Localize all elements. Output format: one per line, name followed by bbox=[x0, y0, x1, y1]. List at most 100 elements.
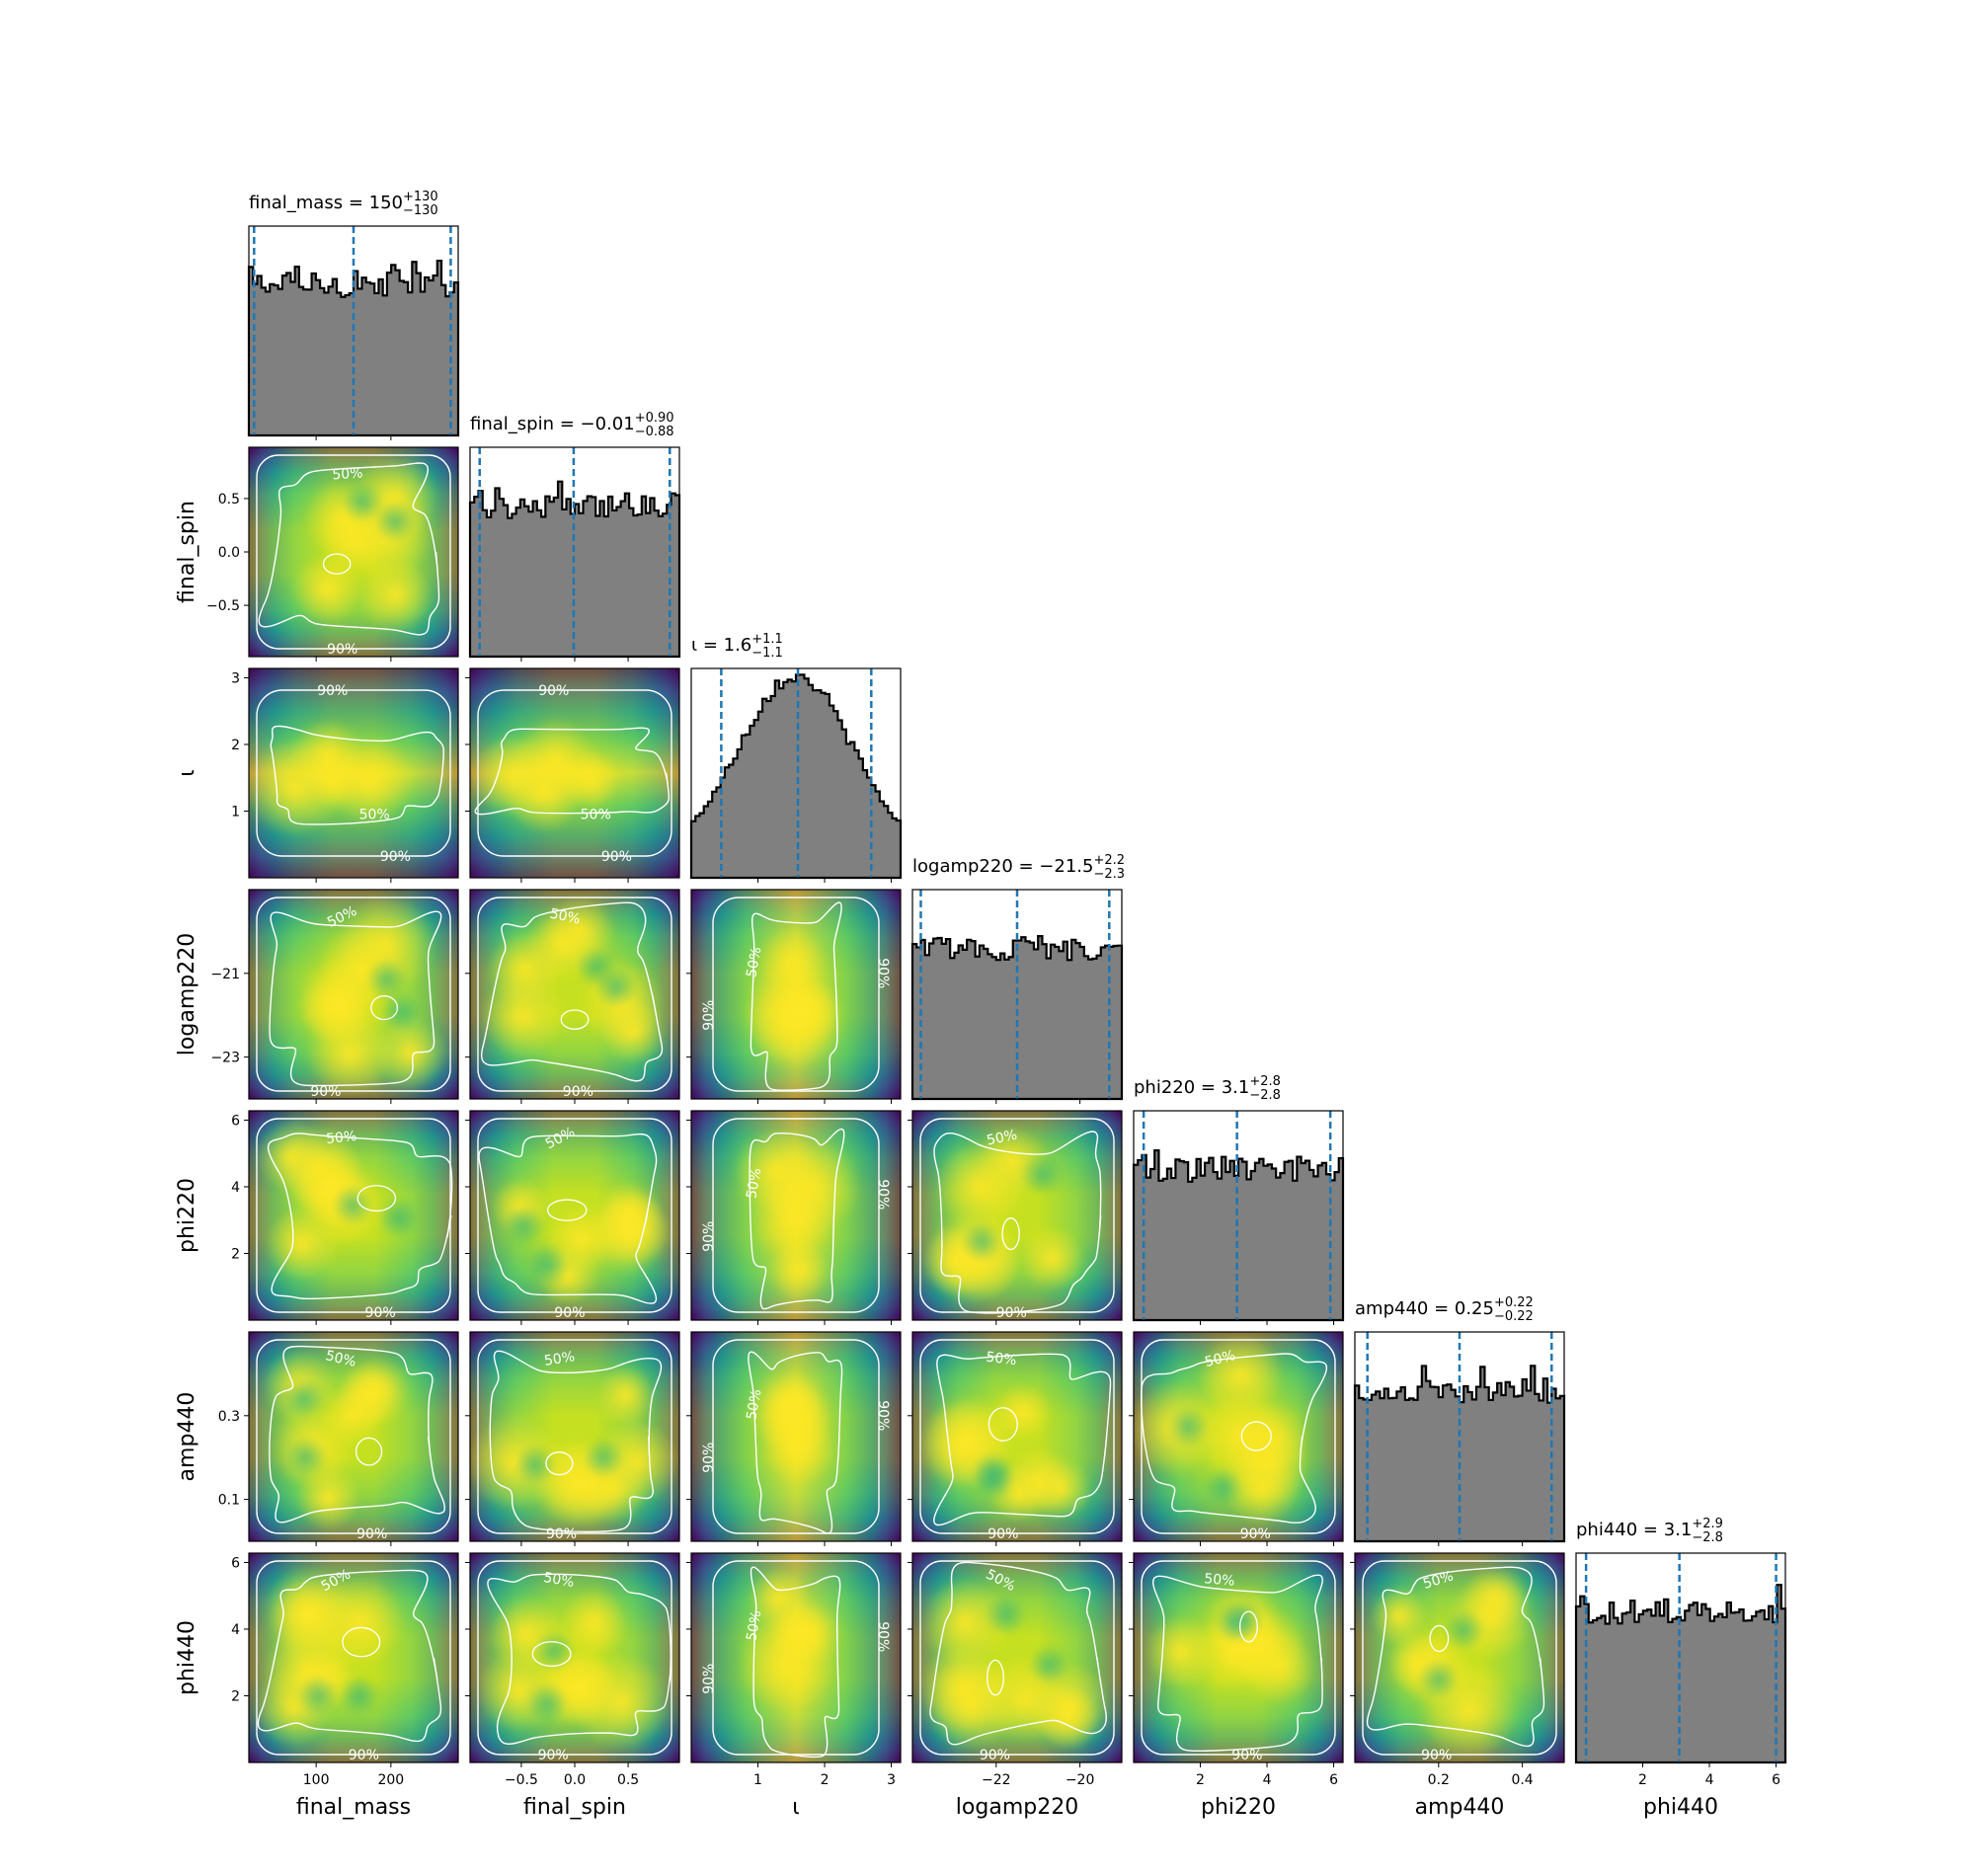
ticks-6-0: 100 200 2 4 6 bbox=[231, 1555, 404, 1788]
density-logamp220-amp440: 90% 50% bbox=[911, 1331, 1123, 1542]
contour-label-90: 90% bbox=[356, 1526, 387, 1542]
x-tick-label: 200 bbox=[377, 1772, 404, 1788]
y-axis-label-final_spin: final_spin bbox=[175, 501, 199, 603]
contour-label-50: 50% bbox=[1204, 1348, 1237, 1370]
contour-label-90: 90% bbox=[701, 1664, 717, 1694]
histogram-phi440: phi440 = 3.1+2.9 −2.8 bbox=[1574, 1517, 1787, 1764]
density-iota-logamp220: 90% 90% 50% bbox=[690, 889, 902, 1100]
y-axis-label-logamp220: logamp220 bbox=[175, 933, 199, 1055]
contour-50 bbox=[258, 462, 440, 636]
ticks-3-0: −23 −21 bbox=[210, 967, 392, 1104]
contour-50-island bbox=[355, 1437, 383, 1466]
contour-label-90: 90% bbox=[701, 1221, 717, 1252]
ticks-6-6: 2 4 6 bbox=[1638, 1762, 1780, 1788]
contour-90 bbox=[477, 689, 672, 857]
contour-label-90: 90% bbox=[875, 958, 891, 988]
density-final_mass-logamp220: 90%50% bbox=[248, 889, 459, 1100]
contour-90 bbox=[919, 1339, 1115, 1534]
density-final_spin-amp440: 90% 50% bbox=[469, 1331, 680, 1542]
contour-label-50: 50% bbox=[1204, 1571, 1235, 1590]
density-final_mass-amp440: 90% 50% bbox=[248, 1331, 459, 1542]
contour-90 bbox=[477, 1339, 672, 1534]
y-tick-label: 3 bbox=[231, 670, 240, 686]
contour-label-50: 50% bbox=[359, 807, 390, 822]
contour-50-island bbox=[356, 1185, 397, 1212]
contour-90 bbox=[477, 897, 672, 1092]
contour-50 bbox=[474, 727, 671, 816]
contour-label-90: 90% bbox=[546, 1526, 577, 1542]
contour-90 bbox=[256, 897, 451, 1092]
ticks-6-2: 1 2 3 bbox=[686, 1561, 896, 1788]
contour-label-90: 90% bbox=[701, 1443, 717, 1473]
y-tick-label: 6 bbox=[231, 1555, 240, 1571]
y-tick-label: 2 bbox=[231, 738, 240, 753]
title-phi440: phi440 = 3.1+2.9 −2.8 bbox=[1576, 1517, 1723, 1545]
ticks-2-0: 1 2 3 bbox=[231, 670, 392, 883]
contour-50 bbox=[487, 1573, 672, 1745]
contour-label-90: 90% bbox=[996, 1305, 1027, 1321]
x-axis-label-phi440: phi440 bbox=[1643, 1795, 1718, 1820]
x-tick-label: 0.4 bbox=[1511, 1772, 1533, 1788]
contour-label-90: 90% bbox=[538, 683, 569, 699]
contour-50-island bbox=[560, 1009, 590, 1030]
density-final_spin-phi440: 90% 50% bbox=[469, 1552, 680, 1763]
contour-label-90: 90% bbox=[380, 849, 411, 865]
contour-label-50: 50% bbox=[744, 1609, 764, 1642]
y-axis-label-amp440: amp440 bbox=[175, 1392, 199, 1482]
ticks-3-3 bbox=[995, 1099, 1081, 1104]
x-tick-label: 4 bbox=[1263, 1772, 1272, 1788]
y-tick-label: −0.5 bbox=[206, 598, 240, 614]
contour-50 bbox=[257, 1569, 442, 1743]
contour-50-island bbox=[546, 1199, 588, 1221]
contour-50 bbox=[480, 901, 664, 1082]
title-final_spin: final_spin = −0.01+0.90 −0.88 bbox=[470, 411, 674, 439]
ticks-5-3 bbox=[908, 1415, 1081, 1546]
contour-90 bbox=[712, 897, 880, 1092]
contour-90 bbox=[256, 1339, 451, 1534]
contour-label-90: 90% bbox=[875, 1400, 891, 1431]
contour-50-island bbox=[342, 1626, 381, 1658]
histogram-iota: ι = 1.6+1.1 −1.1 bbox=[689, 632, 903, 880]
ticks-5-1 bbox=[465, 1415, 629, 1546]
x-tick-label: 0.5 bbox=[617, 1772, 639, 1788]
contour-label-90: 90% bbox=[327, 642, 357, 658]
ticks-3-1 bbox=[465, 973, 629, 1104]
ticks-6-4: 2 4 6 bbox=[1129, 1561, 1338, 1788]
ticks-5-0: 0.1 0.3 bbox=[218, 1409, 392, 1546]
x-tick-label: 2 bbox=[821, 1772, 830, 1788]
contour-50 bbox=[478, 1133, 658, 1304]
histogram-amp440: amp440 = 0.25+0.22 −0.22 bbox=[1353, 1295, 1566, 1543]
y-tick-label: 4 bbox=[231, 1180, 240, 1196]
density-logamp220-phi440: 90%50% bbox=[911, 1552, 1123, 1763]
contour-50 bbox=[749, 1128, 845, 1310]
contour-50 bbox=[270, 725, 444, 825]
ticks-3-2 bbox=[686, 973, 893, 1104]
ticks-4-0: 2 4 6 bbox=[231, 1113, 392, 1325]
contour-90 bbox=[712, 1560, 880, 1756]
y-tick-label: 6 bbox=[231, 1113, 240, 1129]
contour-50 bbox=[1152, 1574, 1323, 1753]
contour-50-island bbox=[1001, 1217, 1020, 1251]
contour-label-90: 90% bbox=[1421, 1748, 1452, 1763]
contour-90 bbox=[919, 1560, 1115, 1756]
y-tick-label: 2 bbox=[231, 1246, 240, 1262]
density-phi220-amp440: 90% 50% bbox=[1133, 1331, 1344, 1542]
contour-label-50: 50% bbox=[744, 1167, 764, 1200]
y-tick-label: 0.1 bbox=[218, 1493, 240, 1509]
contour-label-90: 90% bbox=[601, 849, 632, 865]
contour-90 bbox=[1141, 1560, 1336, 1756]
contour-50 bbox=[269, 1345, 446, 1524]
contour-label-90: 90% bbox=[349, 1748, 379, 1763]
title-logamp220: logamp220 = −21.5+2.2 −2.3 bbox=[912, 853, 1125, 882]
contour-label-50: 50% bbox=[542, 1570, 575, 1591]
contour-50-island bbox=[1429, 1624, 1450, 1653]
contour-90 bbox=[256, 689, 451, 857]
contour-50 bbox=[750, 901, 842, 1091]
density-final_mass-phi220: 90% 50% bbox=[248, 1110, 459, 1321]
contour-90 bbox=[477, 1118, 672, 1313]
x-tick-label: 3 bbox=[887, 1772, 896, 1788]
y-axis-label-iota: ι bbox=[175, 769, 199, 776]
contour-label-90: 90% bbox=[365, 1305, 396, 1321]
ticks-4-4 bbox=[1200, 1320, 1335, 1325]
